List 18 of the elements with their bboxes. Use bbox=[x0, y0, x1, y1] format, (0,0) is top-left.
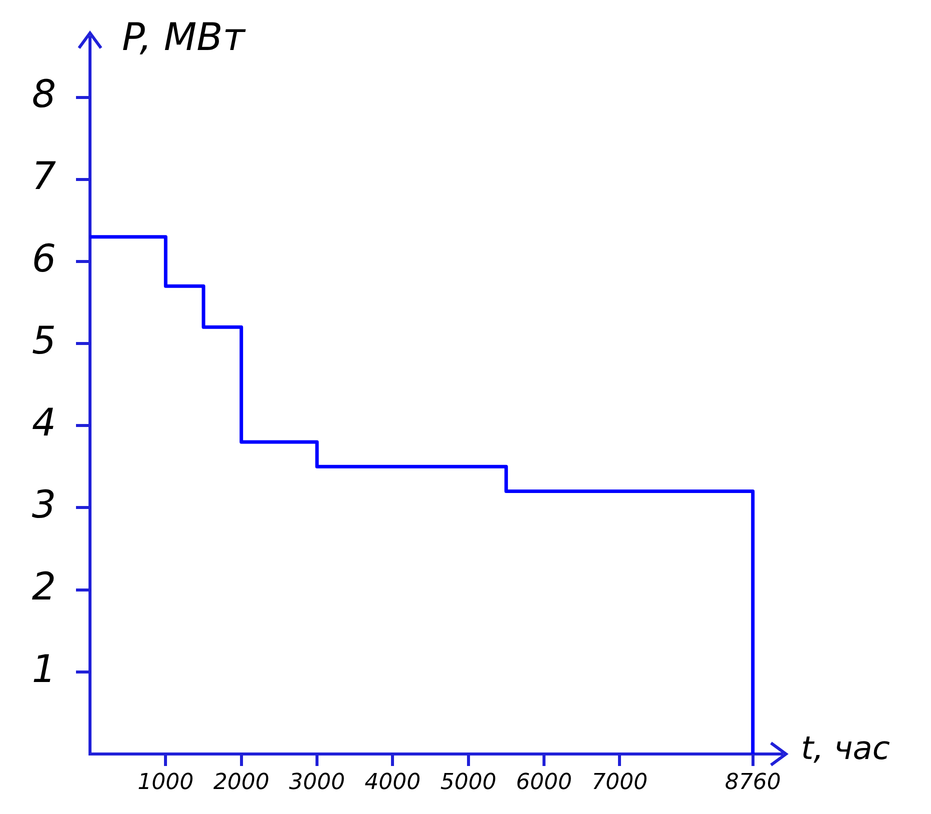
y-tick-label: 5 bbox=[32, 318, 56, 362]
y-tick-label: 8 bbox=[32, 72, 56, 116]
y-tick-label: 1 bbox=[32, 646, 56, 691]
y-tick-label: 7 bbox=[32, 154, 56, 198]
x-tick-label: 4000 bbox=[364, 770, 421, 795]
y-tick-label: 4 bbox=[32, 400, 56, 445]
y-tick-label: 3 bbox=[32, 482, 56, 527]
y-tick-label: 2 bbox=[32, 564, 56, 609]
x-tick-label: 2000 bbox=[213, 770, 270, 795]
y-tick-label: 6 bbox=[32, 236, 56, 280]
x-tick-label: 1000 bbox=[138, 770, 194, 795]
x-tick-label: 3000 bbox=[289, 770, 345, 795]
x-tick-label: 8760 bbox=[724, 770, 781, 795]
x-axis-title: t, час bbox=[801, 729, 890, 767]
x-tick-label: 6000 bbox=[516, 770, 572, 795]
y-axis-title: P, МВт bbox=[122, 15, 245, 59]
x-tick-label: 5000 bbox=[440, 770, 496, 795]
x-tick-label: 7000 bbox=[592, 770, 648, 795]
